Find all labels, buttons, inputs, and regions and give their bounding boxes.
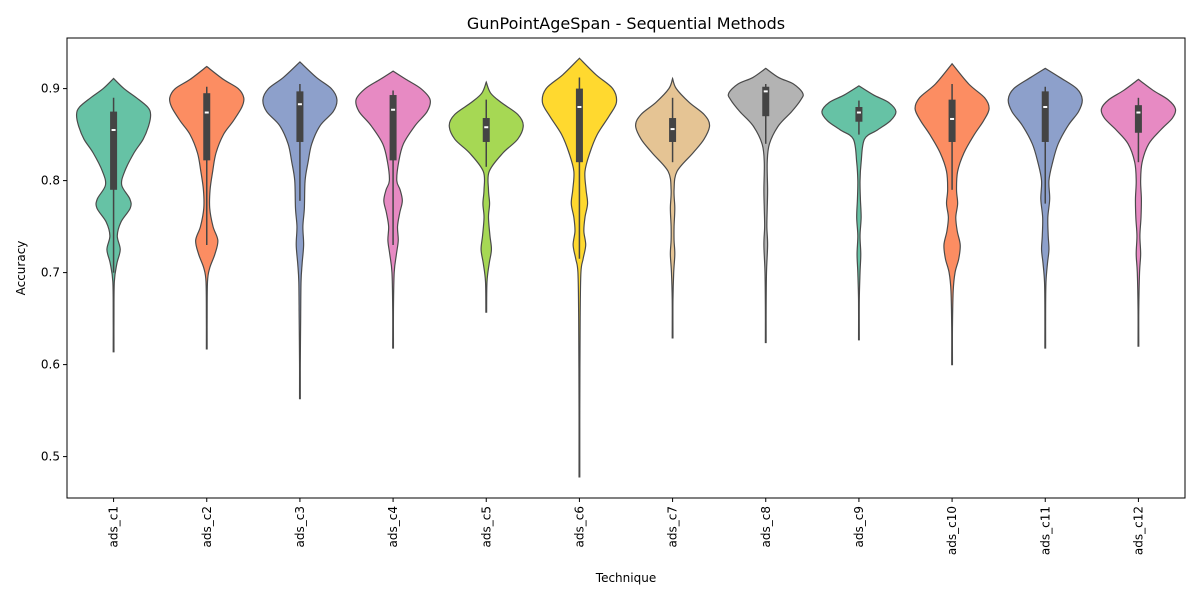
- violin-ads_c5: [448, 80, 524, 313]
- plot-area-frame: [66, 37, 1186, 499]
- y-tick-label: 0.6: [41, 358, 60, 372]
- x-axis: ads_c1 ads_c2 ads_c3 ads_c4 ads_c5 ads_c6 ads_…: [107, 498, 1145, 555]
- violin-ads_c3: [262, 61, 338, 400]
- y-axis: 0.5 0.6 0.7 0.8 0.9: [41, 82, 67, 464]
- y-tick-label: 0.8: [41, 174, 60, 188]
- x-tick-label: ads_c8: [759, 506, 773, 547]
- violin-ads_c9: [821, 85, 897, 341]
- violin-ads_c12: [1100, 78, 1177, 347]
- x-axis-label: Technique: [595, 571, 656, 585]
- y-axis-label: Accuracy: [14, 241, 28, 296]
- violin-ads_c10: [914, 62, 990, 366]
- y-tick-label: 0.7: [41, 266, 60, 280]
- violin-ads_c7: [634, 76, 711, 339]
- x-tick-label: ads_c4: [386, 506, 400, 547]
- y-tick-label: 0.9: [41, 82, 60, 96]
- x-tick-label: ads_c12: [1131, 506, 1145, 555]
- y-tick-label: 0.5: [41, 450, 60, 464]
- iqr-box: [762, 86, 770, 117]
- iqr-box: [389, 95, 397, 161]
- iqr-box: [575, 88, 583, 163]
- x-tick-label: ads_c3: [293, 506, 307, 547]
- x-tick-label: ads_c10: [945, 506, 959, 555]
- iqr-box: [203, 93, 211, 161]
- iqr-box: [296, 91, 304, 142]
- x-tick-label: ads_c9: [852, 506, 866, 547]
- iqr-box: [1041, 91, 1049, 142]
- iqr-box: [482, 118, 490, 142]
- violin-ads_c6: [541, 57, 618, 478]
- violin-ads_c11: [1007, 67, 1083, 349]
- x-tick-label: ads_c7: [666, 506, 680, 547]
- iqr-box: [110, 111, 118, 190]
- x-tick-label: ads_c2: [200, 506, 214, 547]
- x-tick-label: ads_c6: [572, 506, 586, 547]
- iqr-box: [1134, 105, 1142, 133]
- x-tick-label: ads_c11: [1038, 506, 1052, 555]
- violin-ads_c8: [727, 67, 804, 344]
- x-tick-label: ads_c5: [479, 506, 493, 547]
- iqr-box: [948, 99, 956, 142]
- iqr-box: [855, 107, 863, 122]
- x-tick-label: ads_c1: [107, 506, 121, 547]
- violin-group: [75, 57, 1177, 478]
- chart-title: GunPointAgeSpan - Sequential Methods: [467, 14, 785, 33]
